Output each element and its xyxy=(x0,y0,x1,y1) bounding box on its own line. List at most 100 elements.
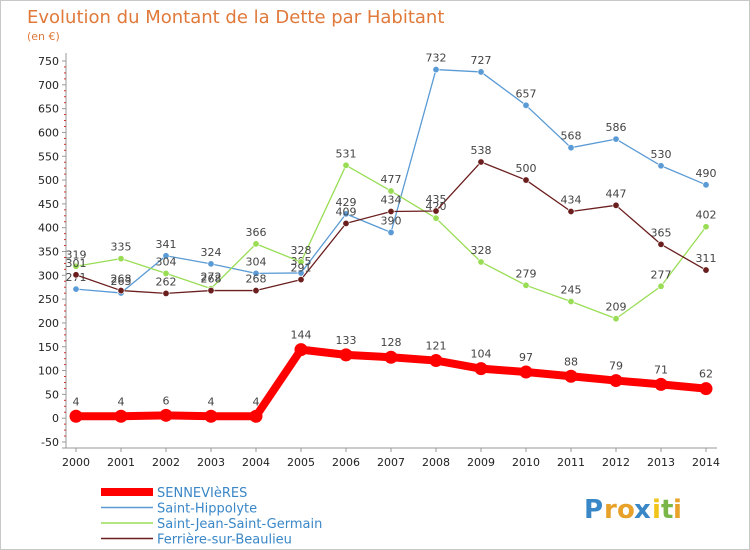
chart-subtitle: (en €) xyxy=(27,30,60,43)
data-label: 4 xyxy=(118,395,125,408)
data-label: 657 xyxy=(516,87,537,100)
data-point xyxy=(702,181,710,189)
y-tick-label: 250 xyxy=(38,293,59,306)
y-tick-label: 750 xyxy=(38,55,59,68)
data-point xyxy=(117,287,125,295)
logo-letter: r xyxy=(604,495,617,525)
data-label: 88 xyxy=(564,355,578,368)
data-point xyxy=(159,408,173,422)
data-point xyxy=(432,214,440,222)
x-tick-label: 2004 xyxy=(242,456,270,469)
data-point xyxy=(522,281,530,289)
data-label: 279 xyxy=(516,267,537,280)
data-label: 4 xyxy=(73,395,80,408)
data-point xyxy=(429,354,443,368)
data-label: 531 xyxy=(336,147,357,160)
x-tick-label: 2007 xyxy=(377,456,405,469)
data-label: 420 xyxy=(426,200,447,213)
data-label: 365 xyxy=(651,226,672,239)
data-label: 490 xyxy=(696,167,717,180)
data-label: 434 xyxy=(561,193,582,206)
data-point xyxy=(342,219,350,227)
series-saint-jean-saint-germain: 319 335 304 272 366 328 531 477 420 328 279 245 209 2… xyxy=(66,147,717,323)
data-label: 291 xyxy=(291,262,312,275)
data-label: 335 xyxy=(111,241,132,254)
y-tick-label: 0 xyxy=(52,412,59,425)
data-point xyxy=(432,207,440,215)
data-point xyxy=(609,374,623,388)
data-label: 530 xyxy=(651,148,672,161)
logo-letter: i xyxy=(673,495,682,525)
data-label: 732 xyxy=(426,52,447,65)
data-label: 311 xyxy=(696,252,717,265)
data-point xyxy=(522,101,530,109)
data-label: 586 xyxy=(606,121,627,134)
y-tick-label: 600 xyxy=(38,126,59,139)
data-point xyxy=(474,362,488,376)
data-point xyxy=(342,161,350,169)
data-label: 402 xyxy=(696,209,717,222)
data-point xyxy=(339,348,353,362)
data-label: 301 xyxy=(66,257,87,270)
data-point xyxy=(297,276,305,284)
data-point xyxy=(69,409,83,423)
data-point xyxy=(702,266,710,274)
data-point xyxy=(72,271,80,279)
data-point xyxy=(204,409,218,423)
data-point xyxy=(612,135,620,143)
data-label: 324 xyxy=(201,246,222,259)
data-label: 62 xyxy=(699,368,713,381)
y-tick-label: 450 xyxy=(38,198,59,211)
x-tick-label: 2001 xyxy=(107,456,135,469)
y-tick-label: 700 xyxy=(38,79,59,92)
data-label: 144 xyxy=(291,329,312,342)
y-tick-label: -50 xyxy=(41,436,59,449)
y-tick-label: 200 xyxy=(38,317,59,330)
data-label: 304 xyxy=(156,255,177,268)
y-tick-label: 100 xyxy=(38,365,59,378)
data-point xyxy=(654,377,668,391)
data-point xyxy=(249,409,263,423)
data-point xyxy=(72,262,80,270)
logo-letter: i xyxy=(652,495,661,525)
data-label: 97 xyxy=(519,351,533,364)
data-point xyxy=(387,207,395,215)
chart-title: Evolution du Montant de la Dette par Hab… xyxy=(27,7,444,28)
y-tick-label: 650 xyxy=(38,103,59,116)
data-label: 272 xyxy=(201,271,222,284)
data-label: 328 xyxy=(291,244,312,257)
data-label: 568 xyxy=(561,130,582,143)
data-point xyxy=(477,258,485,266)
x-tick-label: 2005 xyxy=(287,456,315,469)
data-label: 538 xyxy=(471,144,492,157)
data-label: 268 xyxy=(246,273,267,286)
data-point xyxy=(297,258,305,266)
data-label: 435 xyxy=(426,193,447,206)
data-point xyxy=(114,409,128,423)
data-point xyxy=(567,298,575,306)
data-label: 104 xyxy=(471,348,492,361)
y-tick-label: 300 xyxy=(38,269,59,282)
data-point xyxy=(612,201,620,209)
data-point xyxy=(657,240,665,248)
data-label: 121 xyxy=(426,340,447,353)
y-tick-label: 150 xyxy=(38,341,59,354)
series-saint-hippolyte: 2712633413243043054293907327276575685865… xyxy=(66,52,717,297)
legend-label: SENNEVIèRES xyxy=(157,486,247,501)
data-point xyxy=(564,369,578,383)
data-label: 390 xyxy=(381,214,402,227)
data-label: 268 xyxy=(201,273,222,286)
axes: -50 0 50 100 150 200 250 300 350 400 450 500 550 600 6… xyxy=(38,53,720,469)
data-label: 341 xyxy=(156,238,177,251)
data-label: 4 xyxy=(208,395,215,408)
data-label: 245 xyxy=(561,284,582,297)
series-sennevi-res: 4 4 6 4 4 144 133 128 121 104 97 88 79 71 62 xyxy=(69,329,713,423)
data-label: 304 xyxy=(246,255,267,268)
data-point xyxy=(342,210,350,218)
data-point xyxy=(384,350,398,364)
x-tick-label: 2002 xyxy=(152,456,180,469)
data-point xyxy=(162,252,170,260)
data-label: 429 xyxy=(336,196,357,209)
data-point xyxy=(477,68,485,76)
